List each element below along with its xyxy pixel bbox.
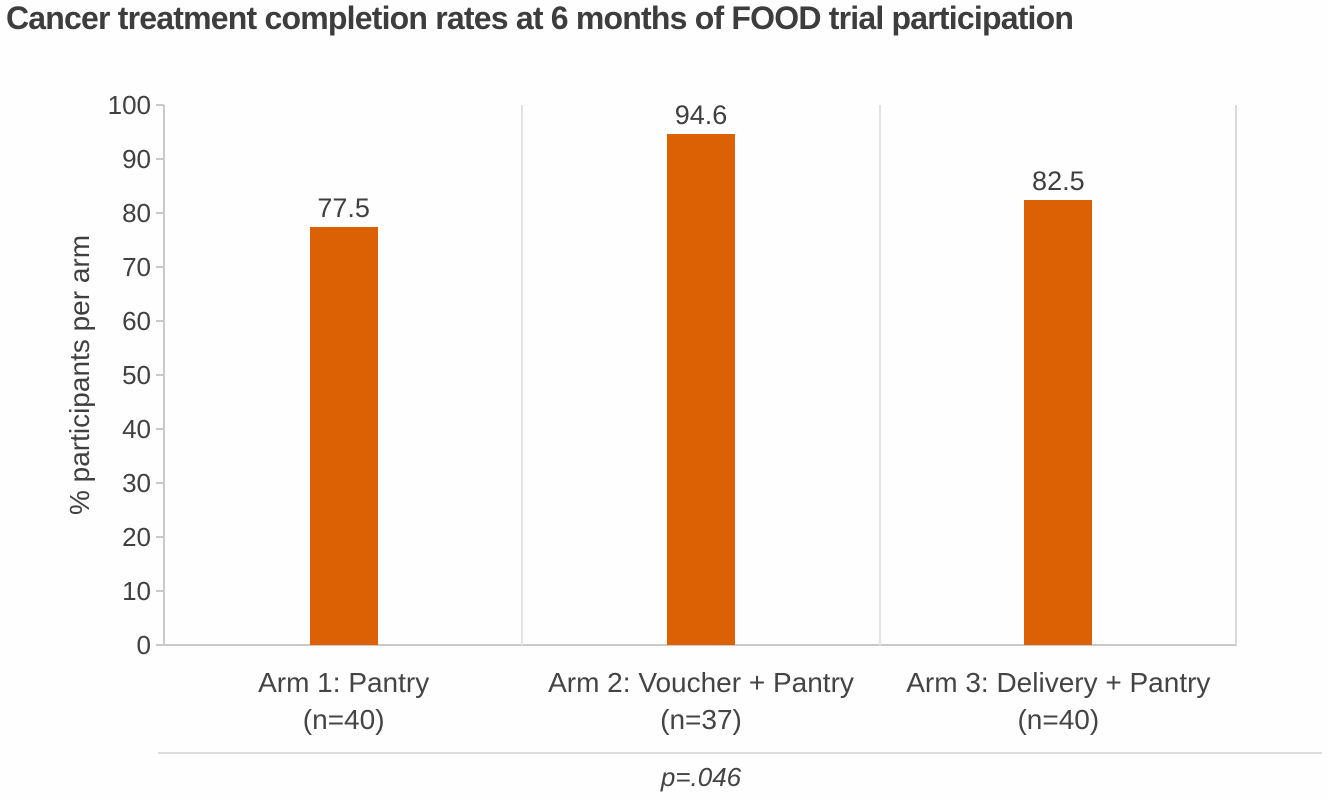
category-label-name: Arm 3: Delivery + Pantry <box>906 667 1211 698</box>
category-label-name: Arm 2: Voucher + Pantry <box>548 667 854 698</box>
y-tick-mark <box>156 104 164 106</box>
y-tick-mark <box>156 212 164 214</box>
category-label-name: Arm 1: Pantry <box>258 667 430 698</box>
y-axis-title: % participants per arm <box>64 234 95 516</box>
y-tick-label: 20 <box>122 522 151 552</box>
y-tick-label: 70 <box>122 252 151 282</box>
y-tick-mark <box>156 644 164 646</box>
chart-title: Cancer treatment completion rates at 6 m… <box>6 0 1074 36</box>
y-tick-mark <box>156 536 164 538</box>
category-label-count: (n=40) <box>1017 704 1100 735</box>
category-label-count: (n=37) <box>660 704 742 735</box>
category-separator-line <box>521 105 524 645</box>
y-tick-mark <box>156 266 164 268</box>
footer-divider-line <box>158 752 1322 754</box>
p-value-annotation: p=.046 <box>660 762 742 792</box>
y-tick-mark <box>156 428 164 430</box>
category-label: Arm 1: Pantry (n=40) <box>165 664 522 738</box>
y-tick-mark <box>156 158 164 160</box>
bar <box>667 134 735 645</box>
bar-value-label: 94.6 <box>674 100 728 131</box>
y-axis-line <box>163 105 165 646</box>
category-separator-line <box>878 105 881 645</box>
plot-right-border <box>1235 105 1237 645</box>
y-tick-label: 90 <box>122 144 151 174</box>
y-tick-mark <box>156 590 164 592</box>
category-label: Arm 3: Delivery + Pantry (n=40) <box>880 664 1237 738</box>
category-label: Arm 2: Voucher + Pantry (n=37) <box>522 664 879 738</box>
y-tick-label: 10 <box>122 576 151 606</box>
bar <box>1024 199 1093 645</box>
y-tick-mark <box>156 320 164 322</box>
y-tick-label: 60 <box>122 306 151 336</box>
x-axis-line <box>163 644 1237 646</box>
bar <box>309 226 378 645</box>
y-tick-mark <box>156 482 164 484</box>
y-tick-label: 50 <box>122 360 151 390</box>
y-tick-label: 0 <box>136 630 151 660</box>
y-tick-mark <box>156 374 164 376</box>
y-tick-label: 80 <box>122 198 151 228</box>
y-tick-label: 100 <box>107 90 151 120</box>
y-tick-label: 40 <box>122 414 151 444</box>
y-tick-label: 30 <box>122 468 151 498</box>
bar-value-label: 82.5 <box>1032 165 1085 196</box>
category-label-count: (n=40) <box>302 704 385 735</box>
bar-value-label: 77.5 <box>317 192 370 223</box>
